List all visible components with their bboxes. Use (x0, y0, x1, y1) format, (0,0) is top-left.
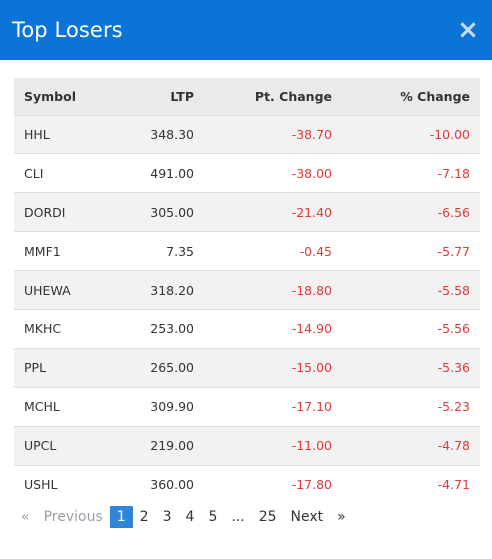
cell-symbol[interactable]: MKHC (14, 308, 104, 349)
cell-pct-change: -5.77 (342, 231, 480, 271)
table-row[interactable]: MMF1 7.35 -0.45 -5.77 (14, 231, 480, 271)
table-row[interactable]: DORDI 305.00 -21.40 -6.56 (14, 192, 480, 232)
header-ltp[interactable]: LTP (104, 78, 204, 115)
header-pt-change[interactable]: Pt. Change (204, 78, 342, 115)
cell-pt-change: -18.80 (204, 270, 342, 310)
cell-symbol[interactable]: MCHL (14, 386, 104, 427)
table-row[interactable]: PPL 265.00 -15.00 -5.36 (14, 347, 480, 388)
modal-title: Top Losers (12, 18, 123, 42)
cell-pt-change: -17.80 (204, 464, 342, 504)
cell-pt-change: -21.40 (204, 192, 342, 232)
cell-ltp: 348.30 (104, 114, 204, 154)
table-row[interactable]: MCHL 309.90 -17.10 -5.23 (14, 386, 480, 427)
cell-pct-change: -5.56 (342, 308, 480, 349)
cell-pt-change: -17.10 (204, 386, 342, 427)
cell-ltp: 219.00 (104, 425, 204, 466)
cell-symbol[interactable]: MMF1 (14, 231, 104, 271)
cell-pct-change: -7.18 (342, 153, 480, 193)
next-button[interactable]: Next (290, 509, 324, 525)
page-button-5[interactable]: 5 (208, 509, 218, 525)
cell-symbol[interactable]: UHEWA (14, 270, 104, 310)
cell-pct-change: -4.78 (342, 425, 480, 466)
table-header-row: Symbol LTP Pt. Change % Change (14, 78, 480, 115)
cell-ltp: 309.90 (104, 386, 204, 427)
cell-pt-change: -38.70 (204, 114, 342, 154)
cell-pct-change: -6.56 (342, 192, 480, 232)
cell-pct-change: -5.23 (342, 386, 480, 427)
cell-symbol[interactable]: DORDI (14, 192, 104, 232)
cell-pct-change: -4.71 (342, 464, 480, 504)
cell-ltp: 305.00 (104, 192, 204, 232)
previous-button[interactable]: Previous (43, 509, 103, 525)
pagination: « Previous 1 2 3 4 5 ... 25 Next » (14, 506, 353, 528)
page-button-3[interactable]: 3 (162, 509, 172, 525)
pagination-ellipsis: ... (231, 509, 245, 525)
close-icon[interactable]: × (457, 15, 479, 45)
modal-header: Top Losers × (0, 0, 492, 60)
table-row[interactable]: UHEWA 318.20 -18.80 -5.58 (14, 270, 480, 310)
cell-ltp: 253.00 (104, 308, 204, 349)
cell-pct-change: -10.00 (342, 114, 480, 154)
page-button-2[interactable]: 2 (139, 509, 149, 525)
losers-table: Symbol LTP Pt. Change % Change HHL 348.3… (14, 78, 480, 504)
page-button-4[interactable]: 4 (185, 509, 195, 525)
prev-arrow-icon[interactable]: « (21, 509, 30, 525)
cell-ltp: 360.00 (104, 464, 204, 504)
table-body: HHL 348.30 -38.70 -10.00 CLI 491.00 -38.… (14, 114, 480, 504)
table-row[interactable]: UPCL 219.00 -11.00 -4.78 (14, 425, 480, 466)
table-row[interactable]: CLI 491.00 -38.00 -7.18 (14, 153, 480, 193)
cell-pct-change: -5.58 (342, 270, 480, 310)
cell-symbol[interactable]: PPL (14, 347, 104, 388)
cell-pct-change: -5.36 (342, 347, 480, 388)
cell-pt-change: -15.00 (204, 347, 342, 388)
next-arrow-icon[interactable]: » (337, 509, 346, 525)
cell-symbol[interactable]: UPCL (14, 425, 104, 466)
table-row[interactable]: USHL 360.00 -17.80 -4.71 (14, 464, 480, 504)
cell-symbol[interactable]: HHL (14, 114, 104, 154)
cell-pt-change: -38.00 (204, 153, 342, 193)
cell-pt-change: -14.90 (204, 308, 342, 349)
cell-pt-change: -11.00 (204, 425, 342, 466)
cell-pt-change: -0.45 (204, 231, 342, 271)
losers-table-container: Symbol LTP Pt. Change % Change HHL 348.3… (14, 78, 480, 504)
cell-symbol[interactable]: USHL (14, 464, 104, 504)
cell-symbol[interactable]: CLI (14, 153, 104, 193)
header-pct-change[interactable]: % Change (342, 78, 480, 115)
cell-ltp: 7.35 (104, 231, 204, 271)
page-button-25[interactable]: 25 (258, 509, 277, 525)
cell-ltp: 491.00 (104, 153, 204, 193)
page-button-1[interactable]: 1 (109, 506, 133, 528)
table-row[interactable]: MKHC 253.00 -14.90 -5.56 (14, 308, 480, 349)
table-row[interactable]: HHL 348.30 -38.70 -10.00 (14, 114, 480, 154)
header-symbol[interactable]: Symbol (14, 78, 104, 115)
cell-ltp: 265.00 (104, 347, 204, 388)
cell-ltp: 318.20 (104, 270, 204, 310)
